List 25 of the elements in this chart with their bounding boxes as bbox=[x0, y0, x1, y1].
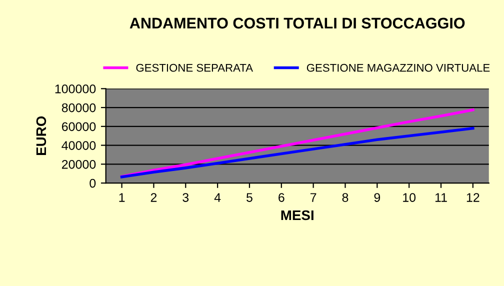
legend-label: GESTIONE SEPARATA bbox=[136, 64, 253, 72]
x-tick-label: 6 bbox=[278, 193, 284, 202]
chart-title: ANDAMENTO COSTI TOTALI DI STOCCAGGIO bbox=[130, 18, 465, 29]
x-tick-label: 4 bbox=[214, 193, 221, 202]
x-tick-label: 10 bbox=[403, 193, 416, 202]
y-tick-label: 100000 bbox=[55, 84, 96, 94]
x-tick-label: 12 bbox=[466, 193, 480, 202]
x-tick-label: 2 bbox=[150, 193, 157, 202]
y-tick-label: 60000 bbox=[62, 122, 96, 132]
line-series bbox=[120, 126, 474, 178]
x-axis-title: MESI bbox=[281, 210, 314, 220]
y-tick-label: 0 bbox=[90, 178, 96, 188]
y-tick-label: 80000 bbox=[62, 103, 96, 112]
x-tick-label: 8 bbox=[342, 193, 348, 202]
line-series bbox=[120, 108, 474, 178]
legend-label: GESTIONE MAGAZZINO VIRTUALE bbox=[306, 64, 490, 72]
y-axis-title: EURO bbox=[36, 116, 46, 155]
x-tick-label: 3 bbox=[182, 193, 189, 202]
y-tick-label: 40000 bbox=[62, 141, 96, 150]
x-tick-label: 11 bbox=[435, 193, 447, 202]
y-tick-label: 20000 bbox=[62, 160, 96, 169]
x-tick-label: 9 bbox=[374, 193, 380, 202]
x-tick-label: 7 bbox=[310, 193, 316, 202]
x-tick-label: 5 bbox=[246, 193, 252, 202]
x-tick-label: 1 bbox=[119, 193, 125, 202]
